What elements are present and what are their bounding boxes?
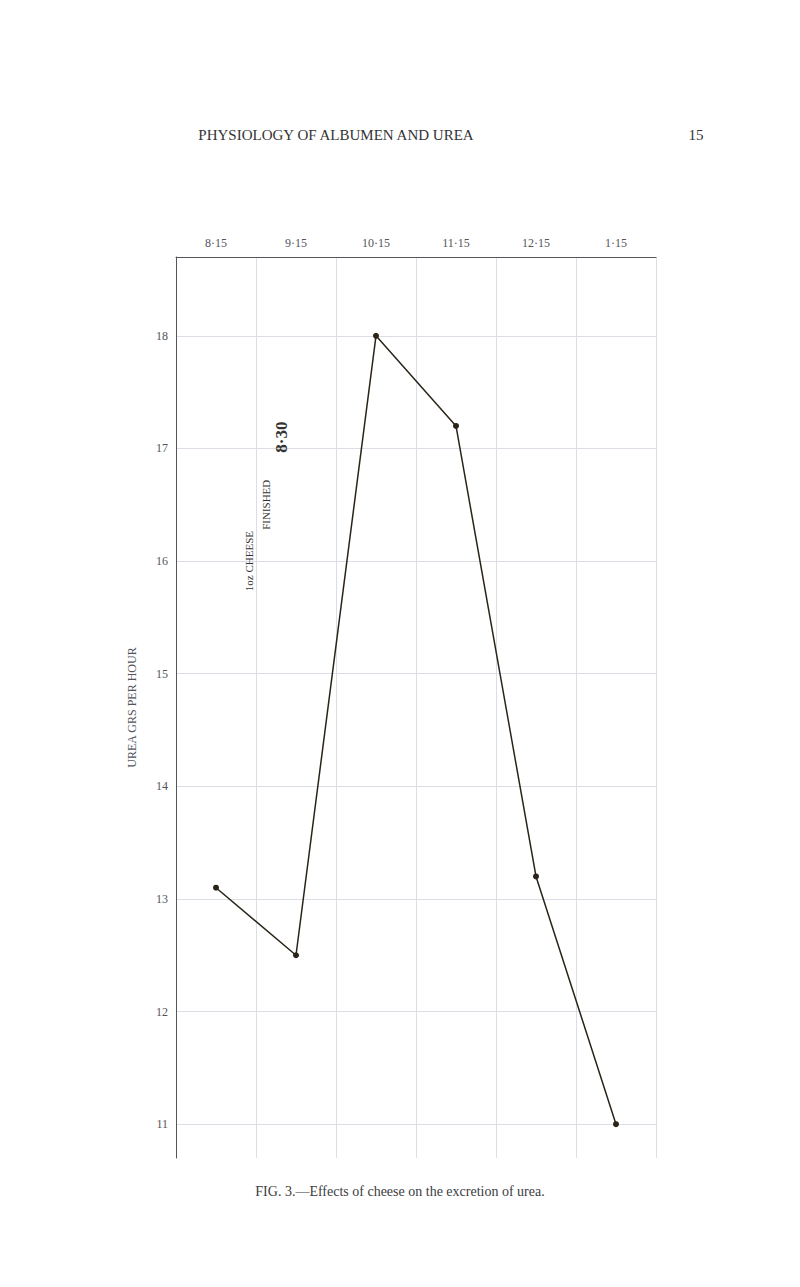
svg-text:12: 12 [156, 1005, 168, 1019]
svg-text:18: 18 [156, 329, 168, 343]
svg-text:13: 13 [156, 892, 168, 906]
svg-text:FIG. 3.—Effects of cheese on t: FIG. 3.—Effects of cheese on the excreti… [255, 1184, 544, 1199]
svg-text:11·15: 11·15 [442, 236, 470, 250]
svg-text:1·15: 1·15 [605, 236, 627, 250]
svg-text:8·30: 8·30 [272, 422, 291, 453]
svg-text:12·15: 12·15 [522, 236, 550, 250]
svg-text:14: 14 [156, 779, 168, 793]
svg-text:1oz CHEESE: 1oz CHEESE [243, 531, 255, 591]
svg-text:FINISHED: FINISHED [260, 480, 272, 530]
svg-text:11: 11 [156, 1117, 168, 1131]
svg-text:10·15: 10·15 [362, 236, 390, 250]
svg-text:15: 15 [156, 667, 168, 681]
svg-text:16: 16 [156, 554, 168, 568]
svg-text:15: 15 [689, 127, 704, 143]
svg-text:17: 17 [156, 441, 168, 455]
svg-text:UREA GRS PER HOUR: UREA GRS PER HOUR [125, 647, 139, 767]
svg-text:9·15: 9·15 [285, 236, 307, 250]
svg-text:PHYSIOLOGY OF ALBUMEN AND UREA: PHYSIOLOGY OF ALBUMEN AND UREA [198, 127, 473, 143]
svg-text:8·15: 8·15 [205, 236, 227, 250]
